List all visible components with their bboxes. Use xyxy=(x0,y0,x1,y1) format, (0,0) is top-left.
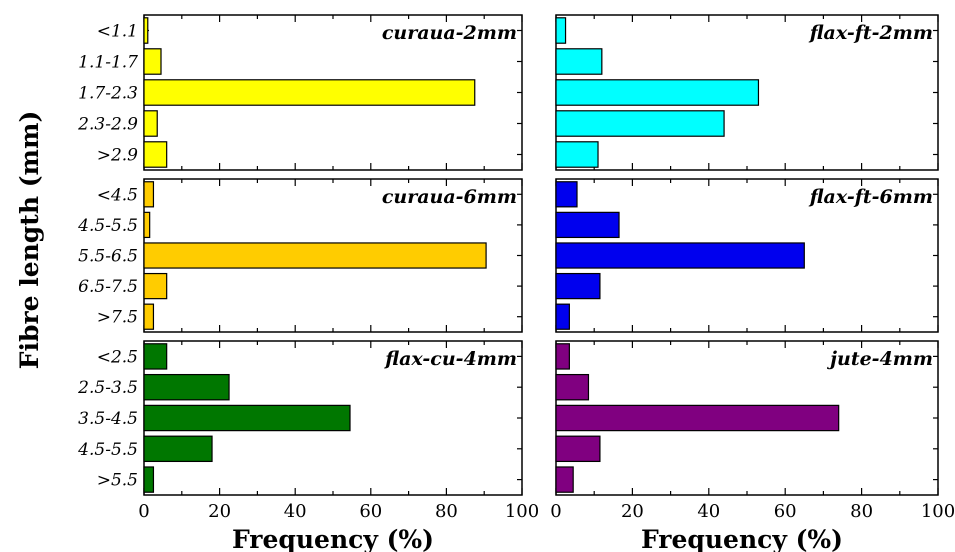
bar-curaua-2mm-1 xyxy=(143,48,162,75)
category-label: >5.5 xyxy=(97,471,138,491)
x-axis-title-left: Frequency (%) xyxy=(232,525,434,552)
panels-layer: <1.1 1.1-1.7 1.7-2.3 2.3-2.9 >2.9 curaua-2mm f… xyxy=(77,14,955,522)
bar-flax-ft-6mm-3 xyxy=(555,272,601,300)
bar-flax-ft-6mm-2 xyxy=(555,242,805,269)
bar-flax-cu-4mm-3 xyxy=(143,435,213,463)
bar-curaua-2mm-2 xyxy=(143,79,476,106)
panel-flax-ft-6mm: flax-ft-6mm xyxy=(555,178,939,333)
bar-jute-4mm-2 xyxy=(555,404,840,432)
category-label: <1.1 xyxy=(97,22,138,42)
category-label: >2.9 xyxy=(97,146,138,166)
panel-title: flax-cu-4mm xyxy=(383,348,517,370)
x-tick-label: 40 xyxy=(697,501,720,522)
category-label: >7.5 xyxy=(97,308,138,328)
bar-flax-cu-4mm-1 xyxy=(143,373,230,401)
category-label: 5.5-6.5 xyxy=(78,247,138,267)
panel-title: flax-ft-2mm xyxy=(808,22,933,44)
panel-jute-4mm: jute-4mm 0 20 40 60 80 100 xyxy=(550,340,955,522)
bar-flax-ft-2mm-0 xyxy=(555,17,567,44)
x-tick-label: 0 xyxy=(550,501,561,522)
x-tick-label: 20 xyxy=(208,501,231,522)
bar-flax-cu-4mm-2 xyxy=(143,404,351,432)
panel-title: flax-ft-6mm xyxy=(808,186,933,208)
x-tick-label: 0 xyxy=(138,501,149,522)
y-axis-title: Fibre length (mm) xyxy=(15,111,44,370)
bar-curaua-6mm-4 xyxy=(143,303,155,330)
category-label: 1.1-1.7 xyxy=(78,53,138,73)
bar-flax-ft-2mm-4 xyxy=(555,141,599,168)
panel-title: jute-4mm xyxy=(826,348,933,370)
bar-jute-4mm-1 xyxy=(555,373,590,401)
panel-curaua-6mm: <4.5 4.5-5.5 5.5-6.5 6.5-7.5 >7.5 curaua-6mm xyxy=(77,178,523,333)
bar-curaua-2mm-4 xyxy=(143,141,168,168)
bar-flax-cu-4mm-0 xyxy=(143,343,168,370)
category-label: <2.5 xyxy=(97,347,138,367)
axis-titles: Frequency (%) Frequency (%) Fibre length… xyxy=(15,111,843,552)
x-tick-label: 100 xyxy=(921,501,955,522)
bar-jute-4mm-0 xyxy=(555,343,570,370)
bar-flax-ft-2mm-2 xyxy=(555,79,760,106)
x-tick-label: 60 xyxy=(774,501,797,522)
bar-curaua-2mm-3 xyxy=(143,110,158,137)
bar-curaua-6mm-0 xyxy=(143,181,155,208)
bar-curaua-6mm-3 xyxy=(143,272,168,300)
category-label: 2.5-3.5 xyxy=(77,378,138,398)
panel-title: curaua-6mm xyxy=(382,186,517,208)
bar-jute-4mm-3 xyxy=(555,435,601,463)
panel-curaua-2mm: <1.1 1.1-1.7 1.7-2.3 2.3-2.9 >2.9 curaua-2mm xyxy=(77,14,523,171)
x-tick-label: 80 xyxy=(850,501,873,522)
bar-jute-4mm-4 xyxy=(555,466,574,493)
category-label: <4.5 xyxy=(97,185,138,205)
category-label: 1.7-2.3 xyxy=(78,84,138,104)
bar-flax-ft-6mm-1 xyxy=(555,211,620,239)
category-label: 6.5-7.5 xyxy=(78,277,138,297)
bar-flax-ft-6mm-0 xyxy=(555,181,578,208)
x-tick-label: 100 xyxy=(505,501,539,522)
category-label: 4.5-5.5 xyxy=(77,440,138,460)
bar-flax-ft-2mm-1 xyxy=(555,48,603,75)
x-tick-label: 80 xyxy=(435,501,458,522)
bar-flax-ft-6mm-4 xyxy=(555,303,570,330)
x-tick-label: 60 xyxy=(359,501,382,522)
bar-curaua-6mm-2 xyxy=(143,242,487,269)
bar-flax-cu-4mm-4 xyxy=(143,466,155,493)
x-tick-label: 20 xyxy=(621,501,644,522)
panel-flax-ft-2mm: flax-ft-2mm xyxy=(555,14,939,171)
panel-flax-cu-4mm: <2.5 2.5-3.5 3.5-4.5 4.5-5.5 >5.5 flax-cu-4mm… xyxy=(77,340,539,522)
category-label: 4.5-5.5 xyxy=(77,216,138,236)
bar-curaua-2mm-0 xyxy=(143,17,149,44)
bar-curaua-6mm-1 xyxy=(143,211,151,239)
x-axis-title-right: Frequency (%) xyxy=(641,525,843,552)
x-tick-label: 40 xyxy=(284,501,307,522)
category-label: 2.3-2.9 xyxy=(77,115,138,135)
category-label: 3.5-4.5 xyxy=(78,409,138,429)
panel-title: curaua-2mm xyxy=(382,22,517,44)
bar-flax-ft-2mm-3 xyxy=(555,110,725,137)
